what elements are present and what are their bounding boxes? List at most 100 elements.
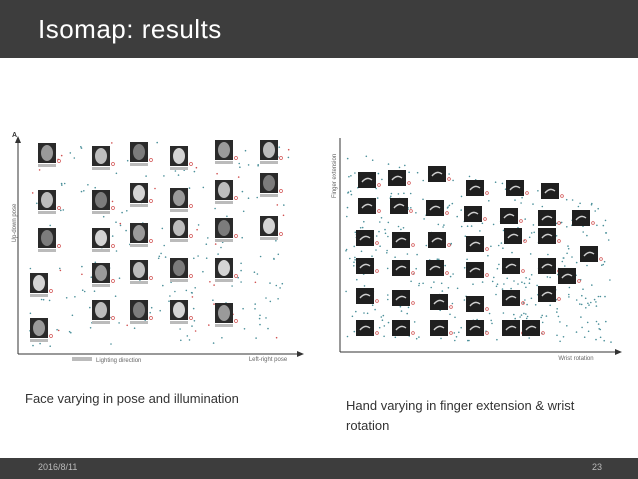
hand-thumbnail xyxy=(392,290,415,306)
embedding-point xyxy=(520,314,523,316)
embedding-point xyxy=(386,249,388,252)
embedding-point xyxy=(29,312,32,315)
embedding-point xyxy=(423,218,425,220)
embedding-point xyxy=(360,250,363,253)
footer-bar: 2016/8/11 23 xyxy=(0,458,638,479)
embedding-point xyxy=(418,336,420,338)
embedding-point xyxy=(196,228,198,231)
embedding-point xyxy=(213,303,215,305)
hand-thumbnail xyxy=(392,232,415,248)
embedding-point xyxy=(394,256,396,258)
embedding-point xyxy=(180,339,182,342)
embedding-point xyxy=(430,286,432,289)
embedding-point xyxy=(502,247,504,249)
embedding-point xyxy=(87,184,89,186)
embedding-point xyxy=(350,175,352,177)
embedding-point xyxy=(162,284,164,287)
embedding-point xyxy=(191,296,194,298)
embedding-point xyxy=(587,330,590,333)
embedding-point xyxy=(491,280,494,283)
embedding-point xyxy=(371,255,373,257)
embedding-point xyxy=(36,202,38,205)
face-thumbnail xyxy=(92,146,115,170)
embedding-point xyxy=(397,193,400,195)
embedding-point xyxy=(450,242,452,245)
embedding-point xyxy=(375,249,377,251)
embedding-point xyxy=(422,282,424,285)
embedding-point xyxy=(89,327,92,329)
embedding-point xyxy=(247,197,250,199)
embedding-point xyxy=(513,280,515,282)
embedding-point xyxy=(418,284,420,287)
embedding-point xyxy=(460,225,463,228)
embedding-point xyxy=(254,281,257,284)
embedding-point xyxy=(583,336,586,338)
embedding-point xyxy=(591,202,593,205)
embedding-point xyxy=(185,289,188,292)
embedding-point xyxy=(468,339,470,342)
embedding-point xyxy=(387,221,390,224)
embedding-point xyxy=(269,300,272,303)
embedding-point xyxy=(587,302,589,305)
embedding-points xyxy=(29,141,290,347)
face-thumbnail xyxy=(170,218,193,242)
x-axis-arrow xyxy=(297,351,304,357)
embedding-point xyxy=(604,295,606,298)
embedding-point xyxy=(506,277,508,280)
embedding-point xyxy=(481,222,484,225)
embedding-point xyxy=(57,329,60,332)
embedding-point xyxy=(418,282,421,285)
embedding-point xyxy=(191,292,193,294)
embedding-point xyxy=(150,306,153,309)
embedding-point xyxy=(387,235,389,238)
embedding-point xyxy=(375,187,377,190)
embedding-point xyxy=(449,313,451,316)
embedding-point xyxy=(580,316,582,318)
embedding-point xyxy=(394,336,397,339)
embedding-point xyxy=(456,287,459,290)
embedding-point xyxy=(400,310,403,312)
embedding-point xyxy=(49,345,51,347)
embedding-point xyxy=(169,295,171,297)
embedding-point xyxy=(346,215,348,218)
embedding-point xyxy=(526,303,528,306)
embedding-point xyxy=(470,225,473,227)
face-thumbnail xyxy=(130,300,153,324)
embedding-point xyxy=(455,336,458,338)
hand-thumbnail xyxy=(580,246,603,262)
embedding-point xyxy=(240,262,242,265)
hand-thumbnail xyxy=(466,236,489,252)
embedding-point xyxy=(487,254,489,257)
embedding-point xyxy=(221,337,223,339)
embedding-point xyxy=(191,325,193,327)
embedding-point xyxy=(451,302,454,305)
embedding-point xyxy=(387,321,390,324)
embedding-point xyxy=(481,281,484,283)
embedding-point xyxy=(70,331,72,334)
embedding-point xyxy=(118,322,120,324)
embedding-point xyxy=(549,304,551,307)
embedding-point xyxy=(384,228,386,231)
embedding-point xyxy=(242,307,244,310)
embedding-point xyxy=(205,243,208,245)
embedding-point xyxy=(492,223,495,226)
embedding-point xyxy=(194,287,196,289)
embedding-point xyxy=(502,312,505,314)
embedding-point xyxy=(39,342,41,345)
embedding-point xyxy=(575,299,578,301)
embedding-point xyxy=(488,312,491,315)
embedding-point xyxy=(118,277,121,279)
embedding-point xyxy=(530,232,533,234)
face-thumbnail xyxy=(215,180,238,204)
embedding-point xyxy=(353,265,355,267)
embedding-point xyxy=(188,339,191,341)
embedding-point xyxy=(38,169,41,171)
embedding-point xyxy=(115,172,118,175)
embedding-point xyxy=(94,261,97,264)
embedding-point xyxy=(345,250,347,252)
face-thumbnail xyxy=(215,218,238,242)
embedding-point xyxy=(193,257,195,260)
embedding-point xyxy=(562,336,565,338)
embedding-point xyxy=(525,277,527,279)
embedding-point xyxy=(209,281,211,283)
